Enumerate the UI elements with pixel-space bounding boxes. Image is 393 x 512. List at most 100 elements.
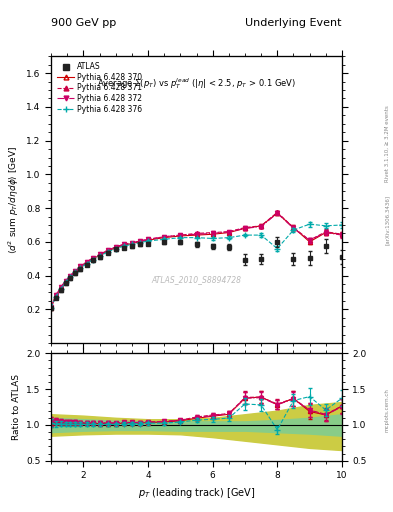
Pythia 6.428 370 — [162, 234, 167, 241]
Pythia 6.428 372 — [78, 263, 83, 269]
Pythia 6.428 372 — [68, 272, 73, 279]
Pythia 6.428 370 — [242, 225, 247, 231]
Pythia 6.428 376 — [84, 261, 89, 267]
Line: Pythia 6.428 371: Pythia 6.428 371 — [49, 210, 344, 309]
Pythia 6.428 370 — [340, 231, 344, 238]
Pythia 6.428 372 — [97, 251, 102, 258]
Pythia 6.428 370 — [121, 242, 126, 248]
Pythia 6.428 371 — [138, 238, 142, 244]
Pythia 6.428 370 — [68, 273, 73, 280]
Text: 900 GeV pp: 900 GeV pp — [51, 18, 116, 28]
Pythia 6.428 376 — [91, 257, 95, 263]
Pythia 6.428 376 — [68, 274, 73, 281]
Pythia 6.428 376 — [130, 241, 134, 247]
Pythia 6.428 372 — [63, 278, 68, 284]
Line: Pythia 6.428 376: Pythia 6.428 376 — [48, 221, 345, 310]
Pythia 6.428 376 — [49, 305, 53, 311]
Pythia 6.428 376 — [194, 234, 199, 241]
Pythia 6.428 371 — [130, 240, 134, 246]
Pythia 6.428 376 — [53, 293, 58, 300]
Pythia 6.428 371 — [121, 241, 126, 247]
Pythia 6.428 371 — [194, 230, 199, 237]
Pythia 6.428 376 — [105, 249, 110, 255]
Pythia 6.428 371 — [226, 229, 231, 235]
Pythia 6.428 372 — [307, 237, 312, 243]
Pythia 6.428 372 — [49, 304, 53, 310]
Pythia 6.428 370 — [105, 248, 110, 254]
Pythia 6.428 371 — [91, 255, 95, 261]
Pythia 6.428 370 — [146, 237, 151, 243]
Pythia 6.428 372 — [84, 259, 89, 265]
Pythia 6.428 370 — [49, 305, 53, 311]
Pythia 6.428 370 — [97, 252, 102, 259]
Pythia 6.428 376 — [121, 243, 126, 249]
Pythia 6.428 370 — [291, 224, 296, 230]
Pythia 6.428 376 — [113, 246, 118, 252]
Pythia 6.428 371 — [242, 224, 247, 230]
Pythia 6.428 371 — [210, 229, 215, 236]
Pythia 6.428 371 — [97, 251, 102, 258]
Pythia 6.428 370 — [226, 229, 231, 236]
Pythia 6.428 376 — [178, 234, 183, 241]
Pythia 6.428 370 — [63, 279, 68, 285]
Pythia 6.428 372 — [146, 236, 151, 242]
Pythia 6.428 370 — [194, 232, 199, 238]
Pythia 6.428 371 — [73, 267, 78, 273]
Legend: ATLAS, Pythia 6.428 370, Pythia 6.428 371, Pythia 6.428 372, Pythia 6.428 376: ATLAS, Pythia 6.428 370, Pythia 6.428 37… — [55, 60, 145, 116]
Text: Average $\Sigma(p_T)$ vs $p_T^{lead}$ (|$\eta$| < 2.5, $p_T$ > 0.1 GeV): Average $\Sigma(p_T)$ vs $p_T^{lead}$ (|… — [97, 76, 296, 91]
X-axis label: $p_T$ (leading track) [GeV]: $p_T$ (leading track) [GeV] — [138, 486, 255, 500]
Pythia 6.428 371 — [105, 247, 110, 253]
Pythia 6.428 372 — [178, 232, 183, 238]
Pythia 6.428 371 — [162, 233, 167, 240]
Pythia 6.428 370 — [73, 268, 78, 274]
Pythia 6.428 370 — [210, 231, 215, 238]
Pythia 6.428 371 — [146, 236, 151, 242]
Pythia 6.428 376 — [307, 221, 312, 227]
Text: Rivet 3.1.10, ≥ 3.2M events: Rivet 3.1.10, ≥ 3.2M events — [385, 105, 389, 182]
Pythia 6.428 371 — [340, 231, 344, 238]
Line: Pythia 6.428 372: Pythia 6.428 372 — [49, 211, 344, 309]
Pythia 6.428 372 — [340, 232, 344, 238]
Pythia 6.428 371 — [275, 209, 280, 216]
Pythia 6.428 370 — [113, 245, 118, 251]
Pythia 6.428 370 — [307, 239, 312, 245]
Text: mcplots.cern.ch: mcplots.cern.ch — [385, 388, 389, 432]
Pythia 6.428 370 — [78, 264, 83, 270]
Pythia 6.428 372 — [194, 231, 199, 238]
Pythia 6.428 370 — [259, 223, 263, 229]
Pythia 6.428 371 — [178, 232, 183, 238]
Pythia 6.428 371 — [49, 304, 53, 310]
Pythia 6.428 376 — [73, 269, 78, 275]
Pythia 6.428 372 — [73, 267, 78, 273]
Pythia 6.428 372 — [259, 224, 263, 230]
Pythia 6.428 371 — [63, 278, 68, 284]
Text: ATLAS_2010_S8894728: ATLAS_2010_S8894728 — [151, 275, 242, 285]
Pythia 6.428 371 — [78, 263, 83, 269]
Pythia 6.428 376 — [291, 227, 296, 233]
Pythia 6.428 372 — [242, 225, 247, 231]
Pythia 6.428 372 — [210, 230, 215, 237]
Pythia 6.428 376 — [78, 265, 83, 271]
Pythia 6.428 370 — [138, 239, 142, 245]
Pythia 6.428 376 — [59, 286, 63, 292]
Pythia 6.428 371 — [259, 223, 263, 229]
Pythia 6.428 376 — [97, 253, 102, 259]
Pythia 6.428 376 — [63, 279, 68, 285]
Pythia 6.428 370 — [53, 293, 58, 299]
Pythia 6.428 372 — [323, 229, 328, 236]
Pythia 6.428 376 — [138, 240, 142, 246]
Pythia 6.428 376 — [162, 236, 167, 242]
Text: Underlying Event: Underlying Event — [245, 18, 342, 28]
Pythia 6.428 376 — [146, 238, 151, 244]
Pythia 6.428 371 — [323, 229, 328, 235]
Y-axis label: $\langle d^2$ sum $p_T/d\eta d\phi\rangle$ [GeV]: $\langle d^2$ sum $p_T/d\eta d\phi\rangl… — [6, 145, 21, 254]
Pythia 6.428 372 — [162, 233, 167, 240]
Pythia 6.428 371 — [307, 237, 312, 243]
Pythia 6.428 372 — [275, 210, 280, 216]
Pythia 6.428 372 — [121, 241, 126, 247]
Pythia 6.428 372 — [105, 247, 110, 253]
Pythia 6.428 376 — [259, 232, 263, 238]
Pythia 6.428 372 — [291, 225, 296, 231]
Pythia 6.428 370 — [275, 210, 280, 216]
Pythia 6.428 371 — [84, 259, 89, 265]
